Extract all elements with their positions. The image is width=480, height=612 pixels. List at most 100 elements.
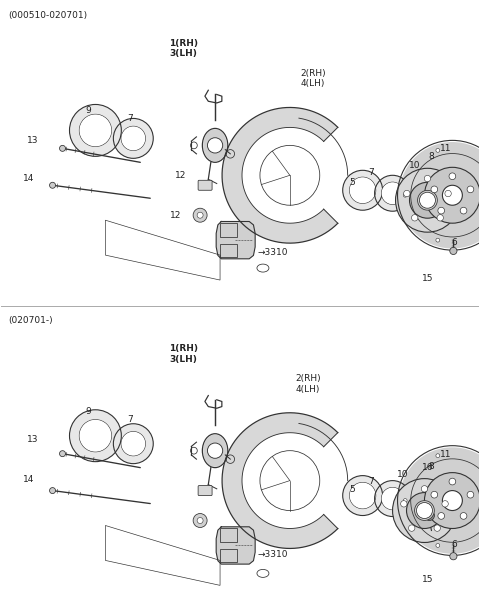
FancyBboxPatch shape bbox=[198, 485, 212, 496]
Text: 11: 11 bbox=[440, 450, 451, 459]
Circle shape bbox=[411, 215, 418, 221]
Circle shape bbox=[374, 175, 410, 211]
Circle shape bbox=[399, 447, 480, 554]
Circle shape bbox=[343, 170, 383, 210]
Text: 12: 12 bbox=[175, 171, 186, 180]
FancyBboxPatch shape bbox=[198, 181, 212, 190]
Circle shape bbox=[193, 208, 207, 222]
Circle shape bbox=[398, 177, 434, 213]
Circle shape bbox=[70, 105, 121, 156]
Text: 9: 9 bbox=[85, 106, 91, 115]
Circle shape bbox=[438, 513, 444, 519]
Text: 5: 5 bbox=[349, 485, 355, 494]
Text: 7: 7 bbox=[128, 415, 133, 424]
Text: 15: 15 bbox=[422, 274, 433, 283]
Text: 1(RH)
3(LH): 1(RH) 3(LH) bbox=[168, 39, 198, 58]
Circle shape bbox=[382, 488, 404, 510]
Text: 7: 7 bbox=[368, 168, 373, 177]
Circle shape bbox=[424, 167, 480, 223]
Circle shape bbox=[406, 184, 428, 206]
Circle shape bbox=[438, 207, 444, 214]
Text: (020701-): (020701-) bbox=[9, 316, 53, 325]
Circle shape bbox=[350, 177, 376, 203]
Text: 7: 7 bbox=[128, 114, 133, 123]
Text: 2(RH)
4(LH): 2(RH) 4(LH) bbox=[300, 69, 325, 88]
Ellipse shape bbox=[203, 435, 227, 467]
Circle shape bbox=[121, 431, 145, 456]
PathPatch shape bbox=[222, 108, 338, 243]
Circle shape bbox=[450, 247, 457, 255]
Circle shape bbox=[80, 420, 111, 452]
Text: 10: 10 bbox=[409, 161, 420, 170]
Circle shape bbox=[460, 207, 467, 214]
Circle shape bbox=[467, 491, 474, 498]
Circle shape bbox=[420, 192, 435, 208]
Circle shape bbox=[443, 185, 462, 205]
Circle shape bbox=[436, 238, 440, 242]
Circle shape bbox=[442, 501, 448, 507]
Bar bbox=[219, 549, 237, 562]
Circle shape bbox=[113, 119, 153, 159]
Circle shape bbox=[407, 493, 443, 529]
Circle shape bbox=[418, 190, 437, 210]
Circle shape bbox=[417, 502, 432, 518]
Circle shape bbox=[424, 472, 480, 529]
Circle shape bbox=[431, 186, 438, 193]
Text: 7: 7 bbox=[368, 477, 373, 486]
Text: (000510-020701): (000510-020701) bbox=[9, 10, 88, 20]
Text: 6: 6 bbox=[452, 237, 457, 247]
Text: 8: 8 bbox=[429, 462, 434, 471]
Circle shape bbox=[449, 173, 456, 179]
Text: 14: 14 bbox=[23, 174, 34, 183]
Text: 13: 13 bbox=[27, 136, 38, 145]
Text: 5: 5 bbox=[349, 177, 355, 187]
Bar bbox=[219, 244, 237, 257]
Text: 8: 8 bbox=[429, 152, 434, 161]
Circle shape bbox=[409, 182, 445, 218]
Circle shape bbox=[70, 410, 121, 461]
Circle shape bbox=[113, 424, 153, 464]
Circle shape bbox=[193, 513, 207, 528]
Text: 14: 14 bbox=[23, 475, 34, 484]
Circle shape bbox=[197, 518, 203, 523]
Circle shape bbox=[450, 553, 457, 560]
Circle shape bbox=[404, 190, 410, 196]
Bar bbox=[219, 529, 237, 542]
Circle shape bbox=[399, 142, 480, 248]
Circle shape bbox=[382, 182, 404, 204]
Circle shape bbox=[431, 491, 438, 498]
Text: 2(RH)
4(LH): 2(RH) 4(LH) bbox=[295, 374, 321, 394]
Text: →3310: →3310 bbox=[258, 248, 288, 256]
Text: →3310: →3310 bbox=[258, 550, 288, 559]
Circle shape bbox=[434, 525, 441, 531]
Circle shape bbox=[343, 476, 383, 515]
Polygon shape bbox=[216, 222, 255, 259]
Polygon shape bbox=[216, 527, 255, 564]
Circle shape bbox=[449, 478, 456, 485]
Circle shape bbox=[398, 483, 434, 518]
Text: 9: 9 bbox=[85, 407, 91, 416]
Circle shape bbox=[437, 215, 444, 221]
Circle shape bbox=[396, 168, 459, 232]
Text: 16: 16 bbox=[422, 463, 433, 472]
Circle shape bbox=[403, 499, 407, 502]
Circle shape bbox=[408, 525, 415, 531]
PathPatch shape bbox=[222, 412, 338, 548]
Circle shape bbox=[436, 149, 440, 152]
Text: 6: 6 bbox=[452, 540, 457, 549]
Text: 12: 12 bbox=[169, 211, 181, 220]
Circle shape bbox=[121, 127, 145, 151]
Text: 13: 13 bbox=[27, 435, 38, 444]
Ellipse shape bbox=[203, 129, 227, 162]
Circle shape bbox=[467, 186, 474, 193]
Circle shape bbox=[445, 190, 451, 196]
Circle shape bbox=[424, 510, 434, 521]
Bar bbox=[219, 223, 237, 237]
Circle shape bbox=[350, 483, 376, 509]
Circle shape bbox=[207, 443, 223, 458]
Circle shape bbox=[60, 450, 65, 457]
Circle shape bbox=[436, 543, 440, 547]
Circle shape bbox=[401, 501, 407, 507]
Text: 10: 10 bbox=[397, 470, 408, 479]
Circle shape bbox=[49, 488, 56, 493]
